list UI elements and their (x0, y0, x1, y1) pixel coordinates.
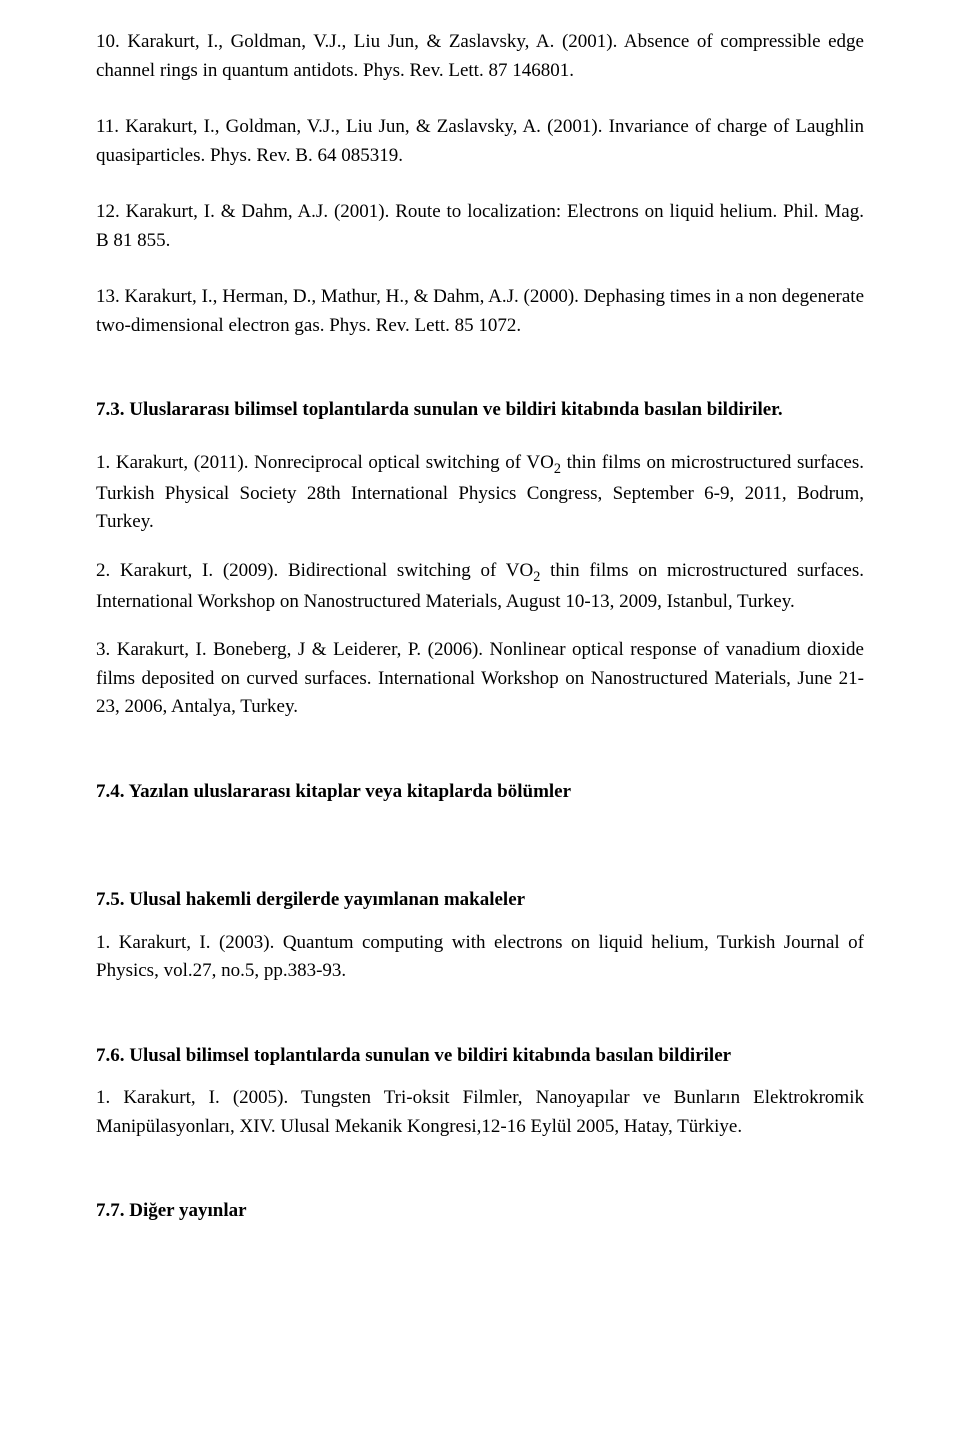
conf-ref-3: 3. Karakurt, I. Boneberg, J & Leiderer, … (96, 636, 864, 722)
spacer (96, 830, 864, 858)
heading-7-6: 7.6. Ulusal bilimsel toplantılarda sunul… (96, 1042, 864, 1071)
ref-10: 10. Karakurt, I., Goldman, V.J., Liu Jun… (96, 28, 864, 85)
sub-2: 2 (554, 460, 561, 476)
heading-7-5: 7.5. Ulusal hakemli dergilerde yayımlana… (96, 886, 864, 915)
spacer (96, 1014, 864, 1042)
spacer (96, 368, 864, 396)
conf-ref-1: 1. Karakurt, (2011). Nonreciprocal optic… (96, 449, 864, 537)
national-conf-1: 1. Karakurt, I. (2005). Tungsten Tri-oks… (96, 1084, 864, 1141)
spacer (96, 750, 864, 778)
heading-7-3: 7.3. Uluslararası bilimsel toplantılarda… (96, 396, 864, 425)
heading-7-4: 7.4. Yazılan uluslararası kitaplar veya … (96, 778, 864, 807)
spacer (96, 858, 864, 886)
ref-13: 13. Karakurt, I., Herman, D., Mathur, H.… (96, 283, 864, 340)
ref-12: 12. Karakurt, I. & Dahm, A.J. (2001). Ro… (96, 198, 864, 255)
document-page: 10. Karakurt, I., Goldman, V.J., Liu Jun… (0, 0, 960, 1452)
national-article-1: 1. Karakurt, I. (2003). Quantum computin… (96, 929, 864, 986)
conf-ref-1a: 1. Karakurt, (2011). Nonreciprocal optic… (96, 452, 554, 473)
spacer (96, 1169, 864, 1197)
conf-ref-2: 2. Karakurt, I. (2009). Bidirectional sw… (96, 557, 864, 617)
conf-ref-2a: 2. Karakurt, I. (2009). Bidirectional sw… (96, 560, 533, 581)
ref-11: 11. Karakurt, I., Goldman, V.J., Liu Jun… (96, 113, 864, 170)
heading-7-7: 7.7. Diğer yayınlar (96, 1197, 864, 1226)
